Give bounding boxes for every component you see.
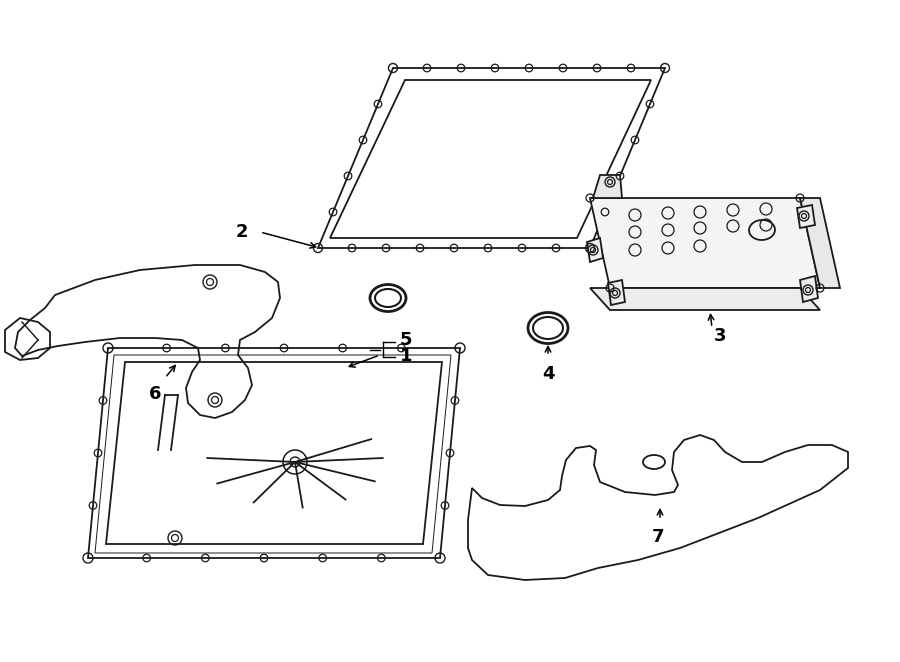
Polygon shape [608,280,625,305]
Text: 3: 3 [714,327,726,345]
Text: 2: 2 [236,223,248,241]
Text: 6: 6 [148,385,161,403]
Polygon shape [797,205,815,228]
Text: 1: 1 [400,347,412,365]
Text: 5: 5 [400,331,412,349]
Polygon shape [590,288,820,310]
Text: 4: 4 [542,365,554,383]
Polygon shape [590,198,820,288]
Polygon shape [593,175,622,198]
Text: 7: 7 [652,528,664,546]
Polygon shape [800,198,840,288]
Polygon shape [800,276,818,302]
Polygon shape [587,238,603,262]
